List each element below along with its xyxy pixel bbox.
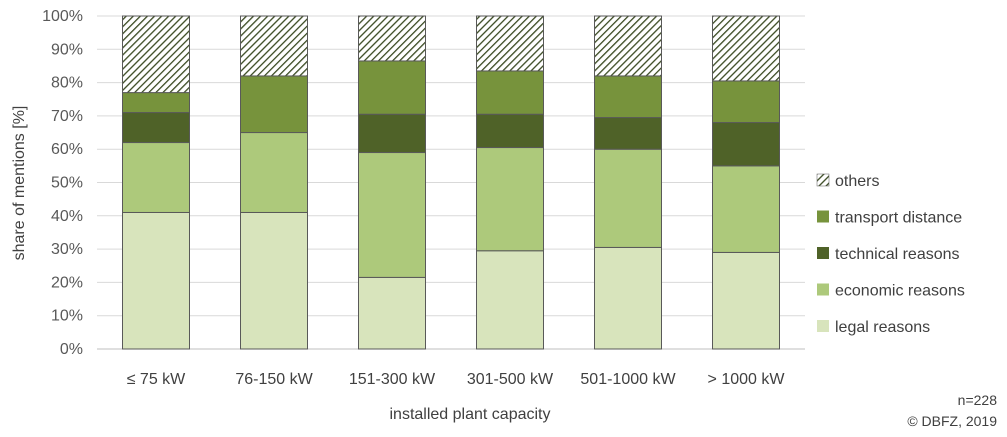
bars <box>122 15 780 350</box>
bar-segment-others <box>240 15 308 77</box>
bar-segment-others <box>358 15 426 62</box>
bar-segment-transport-distance <box>122 92 190 114</box>
x-tick-label: > 1000 kW <box>708 371 786 388</box>
x-tick-label: 76-150 kW <box>235 371 313 388</box>
bar-segment-transport-distance <box>476 70 544 115</box>
bar-segment-economic-reasons <box>240 132 308 213</box>
bar-segment-technical-reasons <box>358 113 426 154</box>
sample-size-note: n=228 <box>957 392 997 408</box>
bar-segment-transport-distance <box>594 75 662 119</box>
bar-segment-legal-reasons <box>712 251 780 350</box>
legend-swatch <box>817 320 829 332</box>
gridlines <box>97 15 805 350</box>
y-tick-label: 100% <box>42 8 83 25</box>
x-tick-label: 301-500 kW <box>467 371 554 388</box>
y-tick-label: 60% <box>51 141 83 158</box>
x-tick-label: ≤ 75 kW <box>127 371 186 388</box>
legend-swatch <box>817 210 829 223</box>
bar-segment-legal-reasons <box>240 211 308 350</box>
legend-label: technical reasons <box>835 246 960 263</box>
bar-segment-technical-reasons <box>594 117 662 150</box>
bar-segment-legal-reasons <box>122 211 190 350</box>
x-tick-label: 151-300 kW <box>349 371 436 388</box>
legend-label: transport distance <box>835 210 962 227</box>
legend-swatch <box>817 283 829 296</box>
bar-segment-transport-distance <box>358 60 426 115</box>
bar-segment-economic-reasons <box>712 165 780 253</box>
y-tick-label: 10% <box>51 308 83 325</box>
legend-label: legal reasons <box>835 319 930 336</box>
x-tick-label: 501-1000 kW <box>580 371 676 388</box>
bar-segment-others <box>712 15 780 82</box>
y-tick-label: 20% <box>51 274 83 291</box>
x-axis-ticks: ≤ 75 kW 76-150 kW 151-300 kW 301-500 kW 501-… <box>127 371 786 388</box>
bar-segment-economic-reasons <box>122 142 190 213</box>
y-tick-label: 80% <box>51 75 83 92</box>
bar-segment-legal-reasons <box>476 250 544 350</box>
bar-segment-technical-reasons <box>122 112 190 144</box>
bar-segment-others <box>594 15 662 77</box>
bar-segment-legal-reasons <box>594 246 662 350</box>
y-tick-label: 70% <box>51 108 83 125</box>
bar-segment-others <box>122 15 190 94</box>
bar-segment-technical-reasons <box>476 113 544 149</box>
bar-segment-legal-reasons <box>358 276 426 350</box>
legend: others transport distance technical reason… <box>816 173 965 336</box>
bar-segment-technical-reasons <box>712 122 780 167</box>
bar-segment-economic-reasons <box>358 152 426 278</box>
legend-swatch <box>816 173 830 187</box>
bar-segment-transport-distance <box>712 80 780 124</box>
bar-segment-economic-reasons <box>594 148 662 248</box>
y-axis-title: share of mentions [%] <box>11 106 28 261</box>
x-axis-title: installed plant capacity <box>390 406 551 423</box>
copyright-note: © DBFZ, 2019 <box>907 413 997 429</box>
bar-segment-others <box>476 15 544 72</box>
y-tick-label: 90% <box>51 41 83 58</box>
legend-swatch <box>817 247 829 259</box>
y-tick-label: 40% <box>51 208 83 225</box>
legend-label: economic reasons <box>835 283 965 300</box>
bar-segment-economic-reasons <box>476 147 544 252</box>
y-axis-ticks: 0% 10% 20% 30% 40% 50% 60% 70% 80% 90% 100% <box>42 8 83 358</box>
legend-label: others <box>835 173 879 190</box>
y-tick-label: 0% <box>60 341 83 358</box>
y-tick-label: 30% <box>51 241 83 258</box>
bar-segment-transport-distance <box>240 75 308 134</box>
y-tick-label: 50% <box>51 175 83 192</box>
